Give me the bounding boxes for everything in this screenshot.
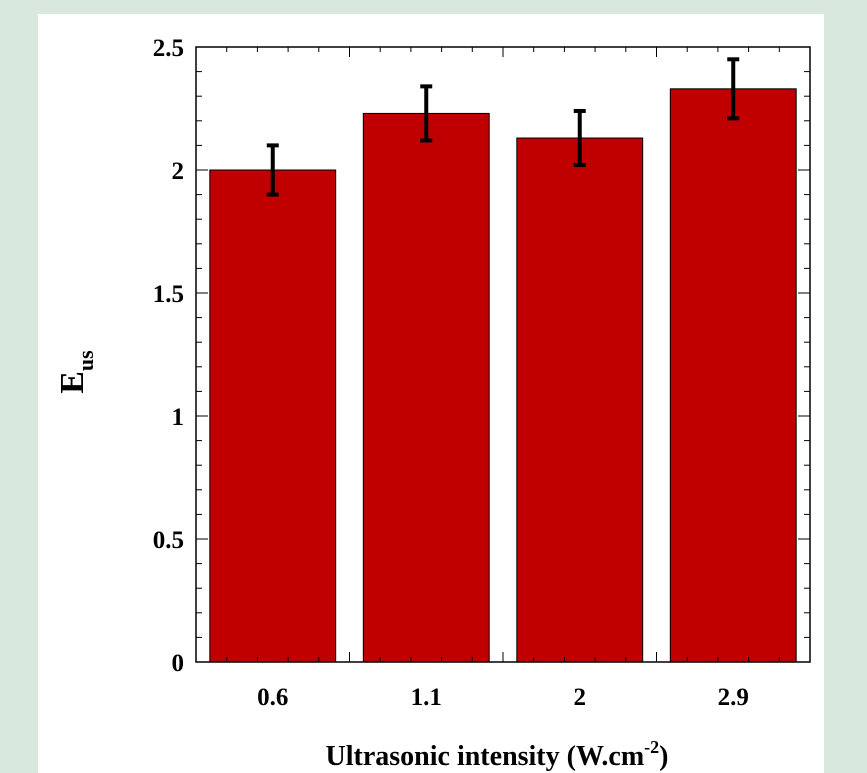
y-tick-label: 2.5 — [153, 35, 184, 62]
top-strip — [0, 0, 867, 14]
bar-0.6 — [209, 169, 337, 663]
error-bar-2 — [573, 108, 586, 168]
x-axis-title: Ultrasonic intensity (W.cm-2) — [326, 737, 669, 772]
y-tick-label: 0 — [172, 650, 185, 677]
y-tick-label: 1 — [172, 404, 185, 431]
bar-2.9 — [669, 88, 797, 663]
x-tick-labels: 0.6 1.1 2 2.9 — [257, 684, 749, 711]
y-tick-label: 1.5 — [153, 281, 184, 308]
y-axis-title: Eus — [54, 350, 98, 394]
bar-1.1 — [362, 112, 490, 663]
ticks-group — [195, 46, 811, 663]
y-tick-label: 0.5 — [153, 527, 184, 554]
error-bars-group — [266, 57, 740, 197]
bars-group — [209, 88, 797, 663]
error-bar-2.9 — [727, 57, 740, 121]
x-tick-label: 0.6 — [257, 684, 288, 711]
error-bar-0.6 — [266, 143, 279, 197]
y-tick-label: 2 — [172, 158, 185, 185]
x-tick-label: 2 — [574, 684, 587, 711]
y-tick-labels: 0 0.5 1 1.5 2 2.5 — [153, 35, 184, 677]
x-tick-label: 1.1 — [411, 684, 442, 711]
error-bar-1.1 — [420, 84, 433, 143]
bar-2 — [516, 137, 644, 663]
plot-frame — [195, 46, 811, 663]
x-tick-label: 2.9 — [718, 684, 749, 711]
